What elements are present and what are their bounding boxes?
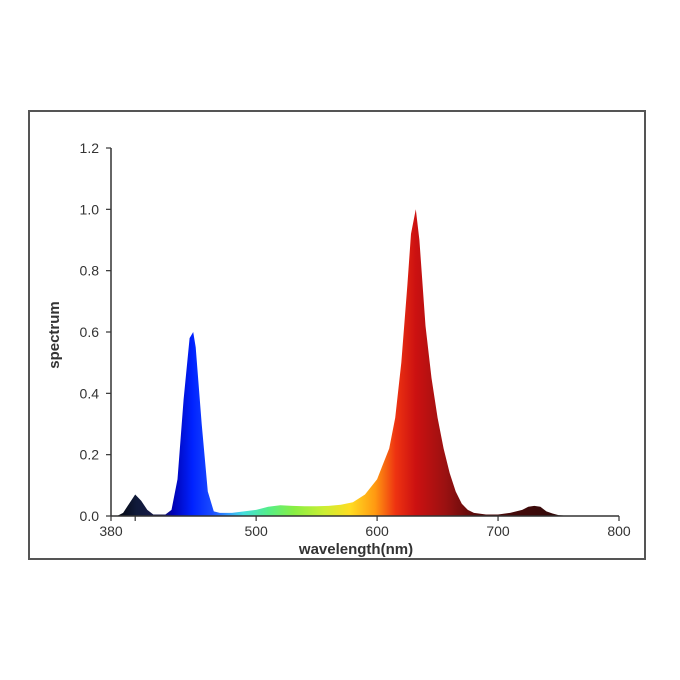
x-tick-label-800: 800	[607, 523, 631, 539]
x-tick-label-380: 380	[99, 523, 123, 539]
y-tick-label-1.0: 1.0	[80, 201, 100, 217]
y-axis-title: spectrum	[46, 301, 63, 369]
y-tick-label-1.2: 1.2	[80, 140, 100, 156]
x-tick-label-600: 600	[365, 523, 389, 539]
x-tick-label-700: 700	[486, 523, 510, 539]
y-tick-label-0.2: 0.2	[80, 447, 100, 463]
spectrum-chart: 380 500 600 700 800 0.0 0.2 0.4 0.6 0.8 1.0 1.2 wav…	[46, 140, 631, 558]
y-tick-label-0.6: 0.6	[80, 324, 100, 340]
x-tick-label-500: 500	[244, 523, 268, 539]
chart-frame: 380 500 600 700 800 0.0 0.2 0.4 0.6 0.8 1.0 1.2 wav…	[28, 110, 646, 560]
y-tick-label-0.8: 0.8	[80, 263, 100, 279]
x-axis-title: wavelength(nm)	[298, 541, 413, 558]
spectrum-area-0	[111, 209, 571, 517]
y-tick-label-0.0: 0.0	[80, 508, 100, 524]
y-tick-label-0.4: 0.4	[80, 385, 100, 401]
